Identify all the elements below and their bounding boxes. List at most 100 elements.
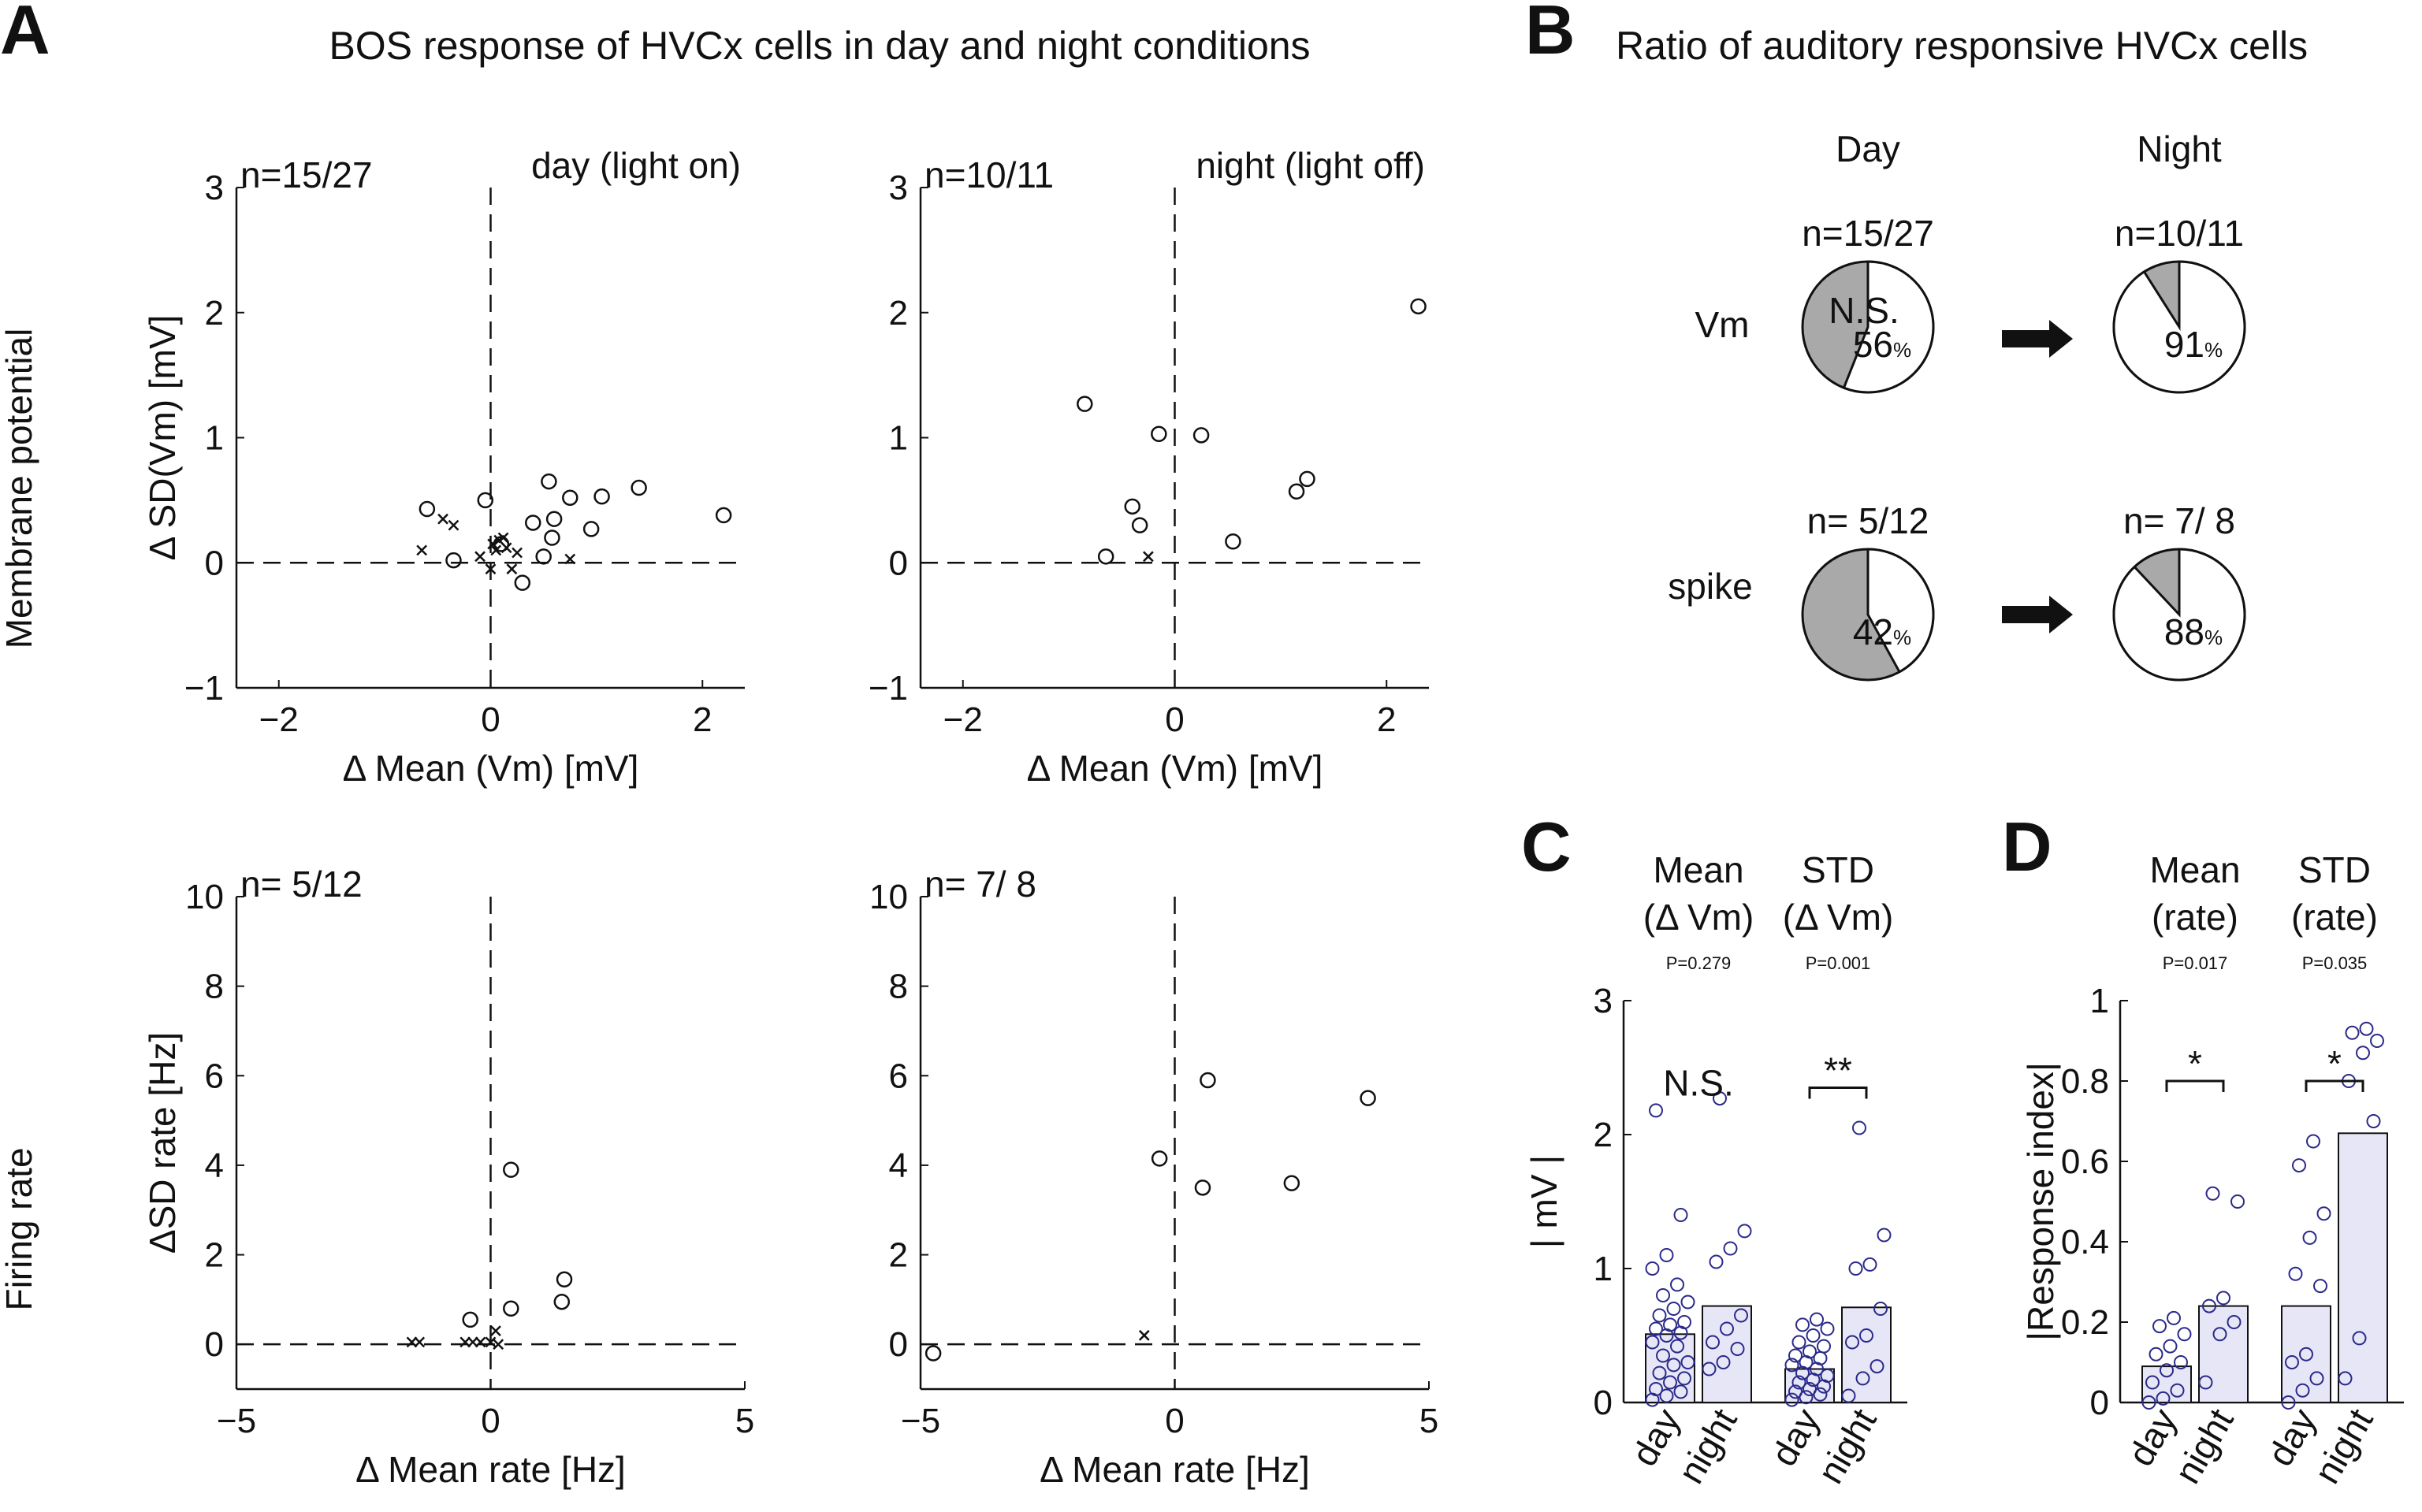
responsive-point [1124, 498, 1140, 515]
responsive-point [541, 473, 557, 490]
responsive-point [503, 1300, 519, 1317]
pie-percent-label: 91% [2164, 324, 2223, 365]
data-point [1788, 1348, 1803, 1363]
responsive-point [715, 507, 732, 524]
data-point [2149, 1347, 2163, 1362]
y-tick-label: 3 [889, 169, 908, 207]
data-point [1737, 1224, 1752, 1239]
x-tick-label: −2 [259, 700, 299, 739]
data-point [2359, 1021, 2374, 1036]
data-point [2281, 1395, 2296, 1410]
responsive-point [631, 479, 647, 496]
responsive-point [553, 1293, 571, 1310]
data-point [1817, 1339, 1831, 1354]
panel-letter-a: A [0, 0, 50, 69]
non-responsive-point [500, 542, 512, 554]
bar-panel-D-bars: 0 0.2 0.4 0.6 0.8 1 |Response index| Mean (rate)… [2020, 849, 2404, 1490]
percent-symbol: % [2204, 338, 2223, 362]
data-point [1720, 1321, 1734, 1336]
data-point [1734, 1308, 1748, 1323]
non-responsive-point [506, 563, 518, 575]
data-point [2205, 1186, 2220, 1201]
responsive-point [1360, 1090, 1376, 1106]
count-label: n=15/27 [240, 154, 373, 195]
data-point [2145, 1375, 2160, 1390]
data-point [1702, 1362, 1717, 1376]
x-category-label: night [1670, 1402, 1745, 1491]
data-point [2306, 1134, 2320, 1149]
y-axis-label: ΔSD rate [Hz] [142, 1032, 183, 1254]
bar-night [2338, 1132, 2388, 1404]
data-point [1645, 1335, 1660, 1350]
panel-letter-b: B [1525, 0, 1576, 69]
data-point [1713, 1091, 1727, 1106]
x-tick-label: −2 [943, 700, 983, 739]
y-tick-label: 1 [889, 419, 908, 458]
responsive-point [525, 515, 541, 531]
data-point [1791, 1335, 1806, 1350]
x-tick-label: 5 [1419, 1402, 1438, 1440]
data-point [2167, 1310, 2181, 1325]
panel-letter-d: D [2002, 808, 2052, 886]
pie-percent-label: 42% [1853, 611, 1911, 652]
y-tick-label: 1 [1594, 1250, 1613, 1288]
p-value-label: P=0.001 [1806, 953, 1871, 973]
data-point [2370, 1034, 2384, 1048]
responsive-point [1299, 470, 1315, 488]
data-point [1666, 1302, 1681, 1316]
data-point [1663, 1317, 1677, 1332]
y-tick-label: 0.4 [2061, 1223, 2109, 1261]
percent-symbol: % [1893, 338, 1911, 362]
arrow-day-to-night [2002, 596, 2073, 633]
responsive-point [544, 529, 560, 546]
data-point [2174, 1355, 2188, 1369]
y-tick-label: 0 [1594, 1384, 1613, 1422]
responsive-point [1192, 427, 1210, 444]
y-tick-label: 10 [869, 878, 908, 916]
significance-marker: * [2188, 1043, 2202, 1084]
y-axis-label: |Response index| [2020, 1062, 2061, 1341]
data-point [1841, 1388, 1856, 1403]
data-point [1670, 1277, 1684, 1292]
y-tick-label: 8 [889, 968, 908, 1006]
group-title-line1: Mean [1653, 849, 1743, 890]
non-responsive-point [1138, 1329, 1150, 1341]
data-point [2352, 1331, 2367, 1346]
group-title-line2: (Δ Vm) [1783, 897, 1894, 938]
data-point [1663, 1375, 1677, 1390]
y-tick-label: 0 [205, 1325, 224, 1364]
data-point [2202, 1298, 2216, 1313]
x-category-label: night [1810, 1402, 1884, 1491]
x-tick-label: 0 [1165, 700, 1184, 739]
data-point [1709, 1254, 1724, 1269]
pie-count-label: n=10/11 [2115, 213, 2244, 254]
data-point [1723, 1241, 1738, 1256]
significance-marker: N.S. [1663, 1063, 1733, 1104]
responsive-point [556, 1271, 573, 1288]
responsive-point [1151, 425, 1167, 442]
data-point [2288, 1266, 2303, 1281]
x-tick-label: 2 [1377, 700, 1396, 739]
data-point [1803, 1344, 1817, 1359]
group-title-line2: (rate) [2152, 897, 2238, 938]
panel-a-title: BOS response of HVCx cells in day and ni… [329, 24, 1310, 68]
data-point [1870, 1359, 1884, 1374]
data-point [2302, 1230, 2317, 1245]
data-point [2292, 1158, 2306, 1173]
data-point [1795, 1317, 1810, 1332]
non-responsive-point [437, 513, 448, 525]
non-responsive-point [414, 1336, 426, 1348]
count-label: n=10/11 [925, 154, 1054, 195]
responsive-point [1097, 548, 1114, 565]
y-tick-label: 2 [205, 294, 224, 332]
significance-marker: ** [1824, 1050, 1852, 1091]
data-point [1677, 1315, 1691, 1329]
responsive-point [419, 500, 436, 518]
y-tick-label: 4 [205, 1146, 224, 1185]
row-label-membrane-potential: Membrane potential [0, 329, 39, 649]
non-responsive-point [1143, 551, 1154, 563]
data-point [1803, 1382, 1817, 1396]
responsive-point [1077, 396, 1093, 412]
y-tick-label: −1 [184, 669, 224, 708]
count-label: n= 7/ 8 [925, 864, 1036, 905]
